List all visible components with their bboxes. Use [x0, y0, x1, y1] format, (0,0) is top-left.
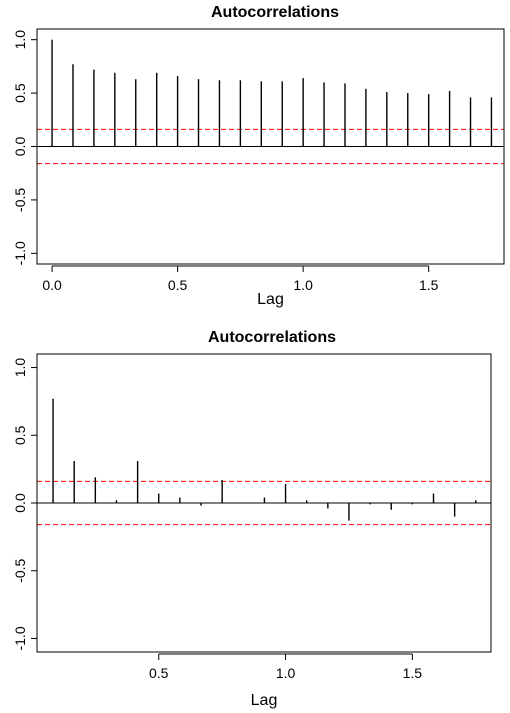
- y-tick-label: 0.0: [12, 137, 28, 157]
- x-tick-label: 0.5: [168, 277, 188, 293]
- x-tick-label: 1.5: [419, 277, 439, 293]
- x-tick-label: 1.0: [276, 665, 296, 681]
- acf-bars: [37, 39, 504, 165]
- plot-frame: [36, 28, 505, 265]
- y-tick-label: -0.5: [12, 558, 28, 582]
- x-axis: 0.0 0.5 1.0 1.5: [42, 265, 439, 293]
- chart-title: Autocorrelations: [208, 329, 336, 346]
- y-tick-label: -1.0: [12, 626, 28, 650]
- y-axis: -1.0 -0.5 0.0 0.5 1.0: [12, 358, 38, 651]
- acf-bars: [37, 398, 491, 526]
- acf-panel-top: Autocorrelations -1.0-0.50.00.51.0 0.0 0.…: [12, 4, 505, 308]
- x-tick-label: 0.5: [149, 665, 169, 681]
- y-tick-label: 1.0: [12, 358, 28, 378]
- x-tick-label: 1.5: [403, 665, 423, 681]
- acf-panel-bottom: Autocorrelations -1.0 -0.5 0.0 0.5 1.0 0.5 1.…: [12, 329, 492, 709]
- x-tick-label: 0.0: [42, 277, 62, 293]
- y-axis: -1.0 -0.5 0.0 0.5 1.0: [12, 30, 38, 265]
- chart-title: Autocorrelations: [211, 4, 339, 21]
- y-tick-label: 0.0: [12, 493, 28, 513]
- y-tick-label: 0.5: [12, 425, 28, 445]
- plot-frame: [36, 353, 492, 653]
- x-axis-label: Lag: [257, 291, 284, 308]
- x-axis: 0.5 1.0 1.5: [149, 653, 423, 681]
- y-tick-label: -0.5: [12, 188, 28, 212]
- y-tick-label: 1.0: [12, 30, 28, 50]
- x-axis-label: Lag: [251, 692, 278, 709]
- y-tick-label: 0.5: [12, 83, 28, 103]
- x-tick-label: 1.0: [293, 277, 313, 293]
- y-tick-label: -1.0: [12, 241, 28, 265]
